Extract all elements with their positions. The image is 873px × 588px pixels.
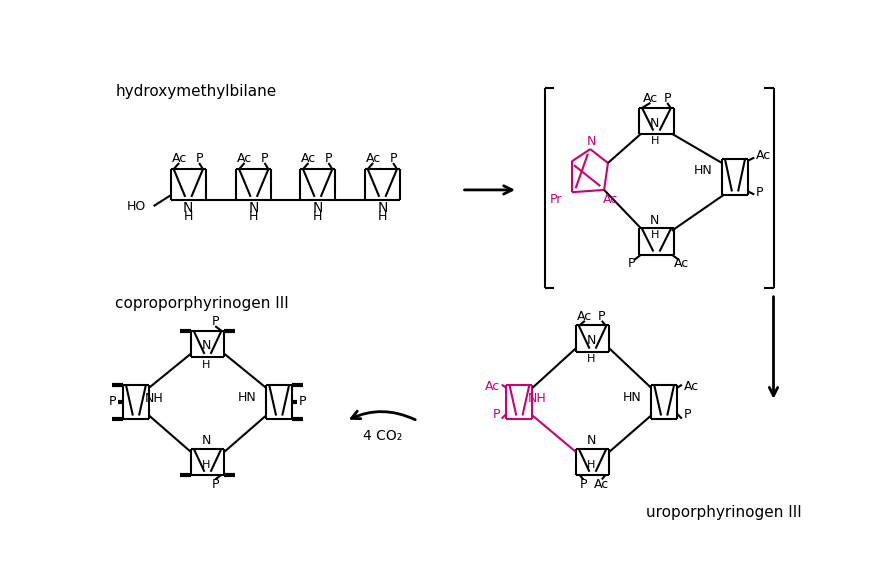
Text: P: P bbox=[261, 152, 268, 165]
Text: N: N bbox=[313, 201, 323, 215]
Text: N: N bbox=[377, 201, 388, 215]
Text: P: P bbox=[684, 408, 691, 421]
Text: N: N bbox=[202, 339, 210, 352]
Text: Ac: Ac bbox=[684, 380, 698, 393]
Text: H: H bbox=[650, 136, 659, 146]
Text: N: N bbox=[249, 201, 259, 215]
Text: Ac: Ac bbox=[171, 152, 187, 165]
Text: H: H bbox=[378, 209, 387, 223]
Text: Ac: Ac bbox=[577, 310, 593, 323]
Text: H: H bbox=[202, 460, 210, 470]
Text: HN: HN bbox=[694, 164, 712, 177]
Text: P: P bbox=[598, 310, 606, 323]
Text: H: H bbox=[249, 209, 258, 223]
Text: HN: HN bbox=[238, 390, 257, 403]
Text: Ac: Ac bbox=[674, 258, 690, 270]
Text: N: N bbox=[650, 117, 660, 130]
Text: N: N bbox=[587, 435, 595, 447]
Text: uroporphyrinogen III: uroporphyrinogen III bbox=[647, 505, 802, 520]
Text: P: P bbox=[325, 152, 333, 165]
Text: H: H bbox=[202, 360, 210, 370]
Text: P: P bbox=[211, 315, 219, 328]
Text: P: P bbox=[196, 152, 203, 165]
Text: N: N bbox=[650, 214, 660, 227]
Text: N: N bbox=[183, 201, 194, 215]
Text: Ac: Ac bbox=[643, 92, 658, 105]
Text: P: P bbox=[389, 152, 397, 165]
Text: Ac: Ac bbox=[595, 477, 609, 490]
Text: NH: NH bbox=[528, 392, 546, 405]
Text: H: H bbox=[650, 230, 659, 240]
Text: HN: HN bbox=[623, 390, 642, 403]
Text: Ac: Ac bbox=[756, 149, 771, 162]
Text: Ac: Ac bbox=[602, 193, 618, 206]
Text: coproporphyrinogen III: coproporphyrinogen III bbox=[115, 296, 289, 310]
Text: Ac: Ac bbox=[237, 152, 252, 165]
Text: N: N bbox=[588, 135, 596, 148]
Text: Ac: Ac bbox=[366, 152, 381, 165]
Text: N: N bbox=[202, 435, 210, 447]
Text: P: P bbox=[211, 477, 219, 490]
Text: NH: NH bbox=[144, 392, 163, 405]
Text: HO: HO bbox=[127, 199, 146, 213]
Text: 4 CO₂: 4 CO₂ bbox=[362, 429, 402, 443]
Text: P: P bbox=[492, 408, 500, 421]
Text: hydroxymethylbilane: hydroxymethylbilane bbox=[115, 85, 277, 99]
Text: P: P bbox=[299, 395, 306, 408]
Text: P: P bbox=[663, 92, 671, 105]
Text: P: P bbox=[109, 395, 117, 408]
Text: H: H bbox=[313, 209, 322, 223]
Text: Ac: Ac bbox=[485, 380, 500, 393]
Text: P: P bbox=[628, 258, 635, 270]
Text: N: N bbox=[587, 333, 595, 346]
Text: P: P bbox=[580, 477, 587, 490]
Text: Ac: Ac bbox=[301, 152, 316, 165]
Text: H: H bbox=[587, 460, 595, 470]
Text: Pr: Pr bbox=[550, 193, 562, 206]
Text: H: H bbox=[587, 355, 595, 365]
Text: H: H bbox=[183, 209, 193, 223]
Text: P: P bbox=[756, 186, 763, 199]
